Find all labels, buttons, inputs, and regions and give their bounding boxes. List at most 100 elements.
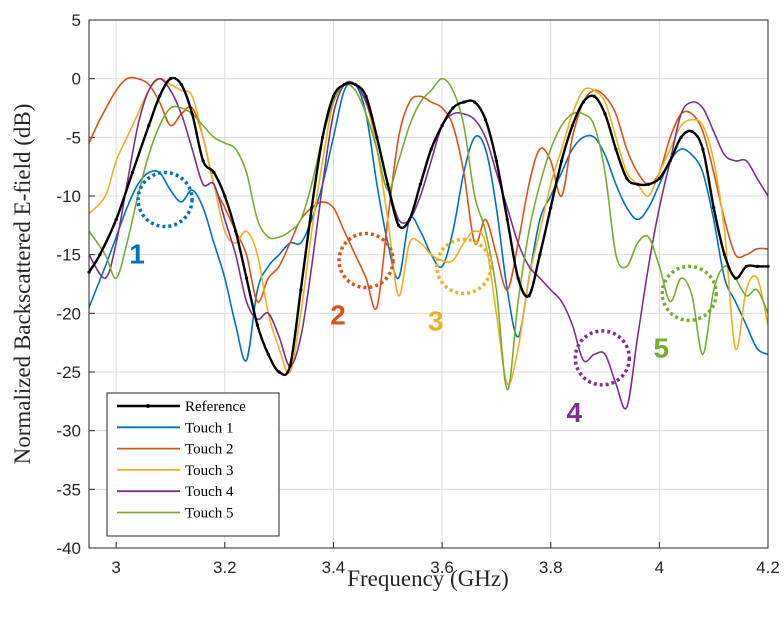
x-axis-title: Frequency (GHz) xyxy=(347,566,509,591)
y-tick-labels: 5 0 -5 -10 -15 -20 -25 -30 -35 -40 xyxy=(56,11,81,558)
y-tick-label: -25 xyxy=(56,363,81,382)
annotation-circle xyxy=(337,231,395,290)
legend-marker-reference xyxy=(146,404,150,408)
data-point-reference xyxy=(255,323,259,327)
data-point-reference xyxy=(429,147,433,151)
x-tick-labels: 3 3.2 3.4 3.6 3.8 4 4.2 xyxy=(111,558,779,577)
y-tick-label: 0 xyxy=(72,70,81,89)
x-tick-label: 4 xyxy=(655,558,664,577)
series-lines xyxy=(87,76,770,410)
y-tick-label: -30 xyxy=(56,422,81,441)
annotation-circle xyxy=(660,264,718,323)
data-point-reference xyxy=(712,206,716,210)
data-point-reference xyxy=(244,276,249,280)
data-point-reference xyxy=(440,124,444,128)
data-point-reference xyxy=(130,170,135,175)
data-point-reference xyxy=(234,229,238,233)
data-point-reference xyxy=(418,182,422,186)
data-point-reference xyxy=(147,124,151,128)
data-point-reference xyxy=(592,94,596,98)
data-point-reference xyxy=(190,112,194,116)
data-point-reference xyxy=(570,124,575,128)
data-point-reference xyxy=(98,253,102,257)
data-point-reference xyxy=(386,182,390,186)
data-point-reference xyxy=(320,135,325,139)
data-point-reference xyxy=(342,82,346,87)
annotation-label: 4 xyxy=(567,397,583,428)
y-tick-label: -40 xyxy=(56,539,81,558)
data-point-reference xyxy=(288,364,292,368)
data-point-reference xyxy=(353,82,357,87)
data-point-reference xyxy=(179,82,183,87)
series-line-touch-3 xyxy=(89,77,768,386)
data-point-reference xyxy=(538,253,542,257)
data-point-reference xyxy=(494,159,498,163)
annotation-circle xyxy=(136,170,194,229)
data-point-reference xyxy=(462,100,466,104)
data-point-reference xyxy=(277,370,281,374)
annotation-circle xyxy=(435,237,493,296)
data-point-reference xyxy=(266,352,270,356)
x-tick-label: 3.4 xyxy=(322,558,346,577)
data-point-reference xyxy=(212,170,216,175)
data-point-reference xyxy=(158,94,162,98)
data-point-reference xyxy=(505,217,509,222)
x-tick-label: 3.8 xyxy=(539,558,563,577)
legend-label-touch-5: Touch 5 xyxy=(185,506,234,522)
x-tick-label: 3 xyxy=(111,558,120,577)
y-axis-title: Normalized Backscattered E-field (dB) xyxy=(10,104,35,465)
series-line-touch-5 xyxy=(89,77,768,391)
annotations: 1 2 3 4 5 xyxy=(129,170,718,428)
data-point-reference xyxy=(744,264,748,268)
legend-label-reference: Reference xyxy=(185,399,246,415)
y-tick-label: -5 xyxy=(66,128,81,147)
data-point-reference xyxy=(701,147,705,151)
data-point-reference xyxy=(223,194,227,198)
x-tick-label: 4.2 xyxy=(756,558,780,577)
data-point-reference xyxy=(451,106,455,110)
data-point-reference xyxy=(722,253,727,257)
legend: Reference Touch 1 Touch 2 Touch 3 Touch 4 Tou… xyxy=(106,392,280,537)
data-point-reference xyxy=(603,112,607,116)
data-point-reference xyxy=(473,100,477,104)
data-point-reference xyxy=(679,135,683,139)
y-tick-label: -10 xyxy=(56,187,81,206)
y-tick-label: -20 xyxy=(56,304,81,323)
data-point-reference xyxy=(201,159,205,163)
y-tick-label: -15 xyxy=(56,246,81,265)
data-point-reference xyxy=(690,129,694,134)
annotation-label: 3 xyxy=(428,305,444,336)
data-point-reference xyxy=(527,294,531,298)
plot-frame xyxy=(88,19,769,549)
annotation-label: 1 xyxy=(129,239,145,270)
annotation-label: 2 xyxy=(330,300,346,331)
y-tick-label: -35 xyxy=(56,480,81,499)
data-point-reference xyxy=(657,176,661,180)
data-point-reference xyxy=(331,94,336,98)
data-point-reference xyxy=(581,100,585,104)
data-point-reference xyxy=(299,288,303,292)
data-point-reference xyxy=(646,182,651,186)
legend-label-touch-4: Touch 4 xyxy=(185,484,234,500)
x-tick-label: 3.6 xyxy=(430,558,454,577)
data-point-reference xyxy=(559,159,564,163)
data-point-reference xyxy=(114,217,118,222)
data-point-reference xyxy=(549,206,553,210)
data-point-reference xyxy=(407,217,412,222)
legend-label-touch-3: Touch 3 xyxy=(185,463,234,479)
data-point-reference xyxy=(733,276,738,280)
data-point-reference xyxy=(625,176,629,180)
data-point-reference xyxy=(636,182,640,186)
x-tick-label: 3.2 xyxy=(213,558,237,577)
data-point-reference xyxy=(614,147,618,151)
data-point-reference xyxy=(168,77,173,81)
data-point-reference xyxy=(397,223,401,227)
data-point-reference xyxy=(364,94,368,98)
y-tick-label: 5 xyxy=(72,11,81,30)
data-point-reference xyxy=(755,264,759,268)
data-point-reference xyxy=(310,206,314,210)
series-line-touch-4 xyxy=(89,77,768,410)
series-line-reference xyxy=(89,76,768,377)
annotation-circle xyxy=(573,329,632,387)
